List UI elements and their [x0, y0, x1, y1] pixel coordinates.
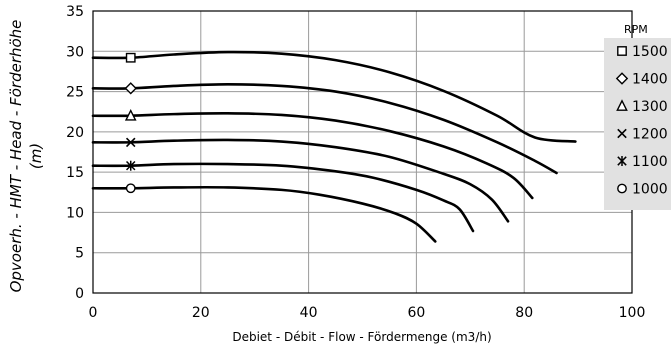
y-tick-label: 10: [66, 205, 84, 221]
x-tick-label: 0: [89, 305, 98, 321]
triangle-marker: [124, 108, 137, 121]
curves: [91, 50, 577, 243]
x-axis-title: Debiet - Débit - Flow - Fördermenge (m3/…: [232, 330, 491, 344]
asterisk-marker: [125, 160, 136, 171]
diamond-marker: [124, 82, 137, 95]
square-marker: [125, 52, 136, 63]
legend-label-1500: 1500: [632, 44, 668, 60]
y-tick-label: 30: [66, 44, 84, 60]
y-tick-label: 5: [75, 246, 84, 262]
y-tick-labels: 0 5 10 15 20 25 30 35: [66, 4, 84, 302]
x-tick-label: 40: [300, 305, 318, 321]
legend-triangle-marker: [616, 99, 628, 111]
legend-cross-marker: [617, 128, 627, 139]
legend-circle-marker: [617, 183, 627, 194]
legend: RPM 1500 1400 1300 1200 1100 1000: [604, 23, 671, 210]
cross-marker: [125, 137, 136, 148]
legend-items: 1500 1400 1300 1200 1100 1000: [615, 44, 668, 198]
y-tick-label: 0: [75, 286, 84, 302]
curve-rpm-1100: [91, 162, 475, 233]
x-tick-labels: 0 20 40 60 80 100: [89, 305, 646, 321]
y-tick-label: 25: [66, 85, 84, 101]
y-tick-label: 20: [66, 125, 84, 141]
curve-rpm-1000: [91, 185, 437, 243]
x-tick-label: 20: [192, 305, 210, 321]
legend-label-1200: 1200: [632, 127, 668, 143]
curve-rpm-1500: [91, 50, 577, 143]
y-axis-title: Opvoerh. - HMT - Head - Förderhöhe: [7, 20, 25, 293]
y-tick-label: 15: [66, 165, 84, 181]
legend-background: [604, 38, 671, 210]
curve-rpm-1200: [91, 138, 510, 223]
legend-title: RPM: [624, 23, 648, 36]
y-axis-unit: (m): [27, 143, 45, 169]
circle-marker: [125, 183, 136, 194]
legend-label-1300: 1300: [632, 99, 668, 115]
legend-label-1400: 1400: [632, 72, 668, 88]
legend-label-1100: 1100: [632, 154, 668, 170]
curve-rpm-1400: [91, 83, 558, 175]
x-tick-label: 80: [515, 305, 533, 321]
legend-asterisk-marker: [617, 156, 627, 166]
legend-label-1000: 1000: [632, 182, 668, 198]
y-tick-label: 35: [66, 4, 84, 20]
x-tick-label: 100: [619, 305, 646, 321]
legend-diamond-marker: [615, 72, 629, 85]
curve-markers: [124, 52, 137, 194]
y-axis-title-group: Opvoerh. - HMT - Head - Förderhöhe (m): [7, 20, 45, 293]
curve-rpm-1300: [91, 112, 534, 200]
legend-square-marker: [617, 46, 627, 56]
x-tick-label: 60: [407, 305, 425, 321]
